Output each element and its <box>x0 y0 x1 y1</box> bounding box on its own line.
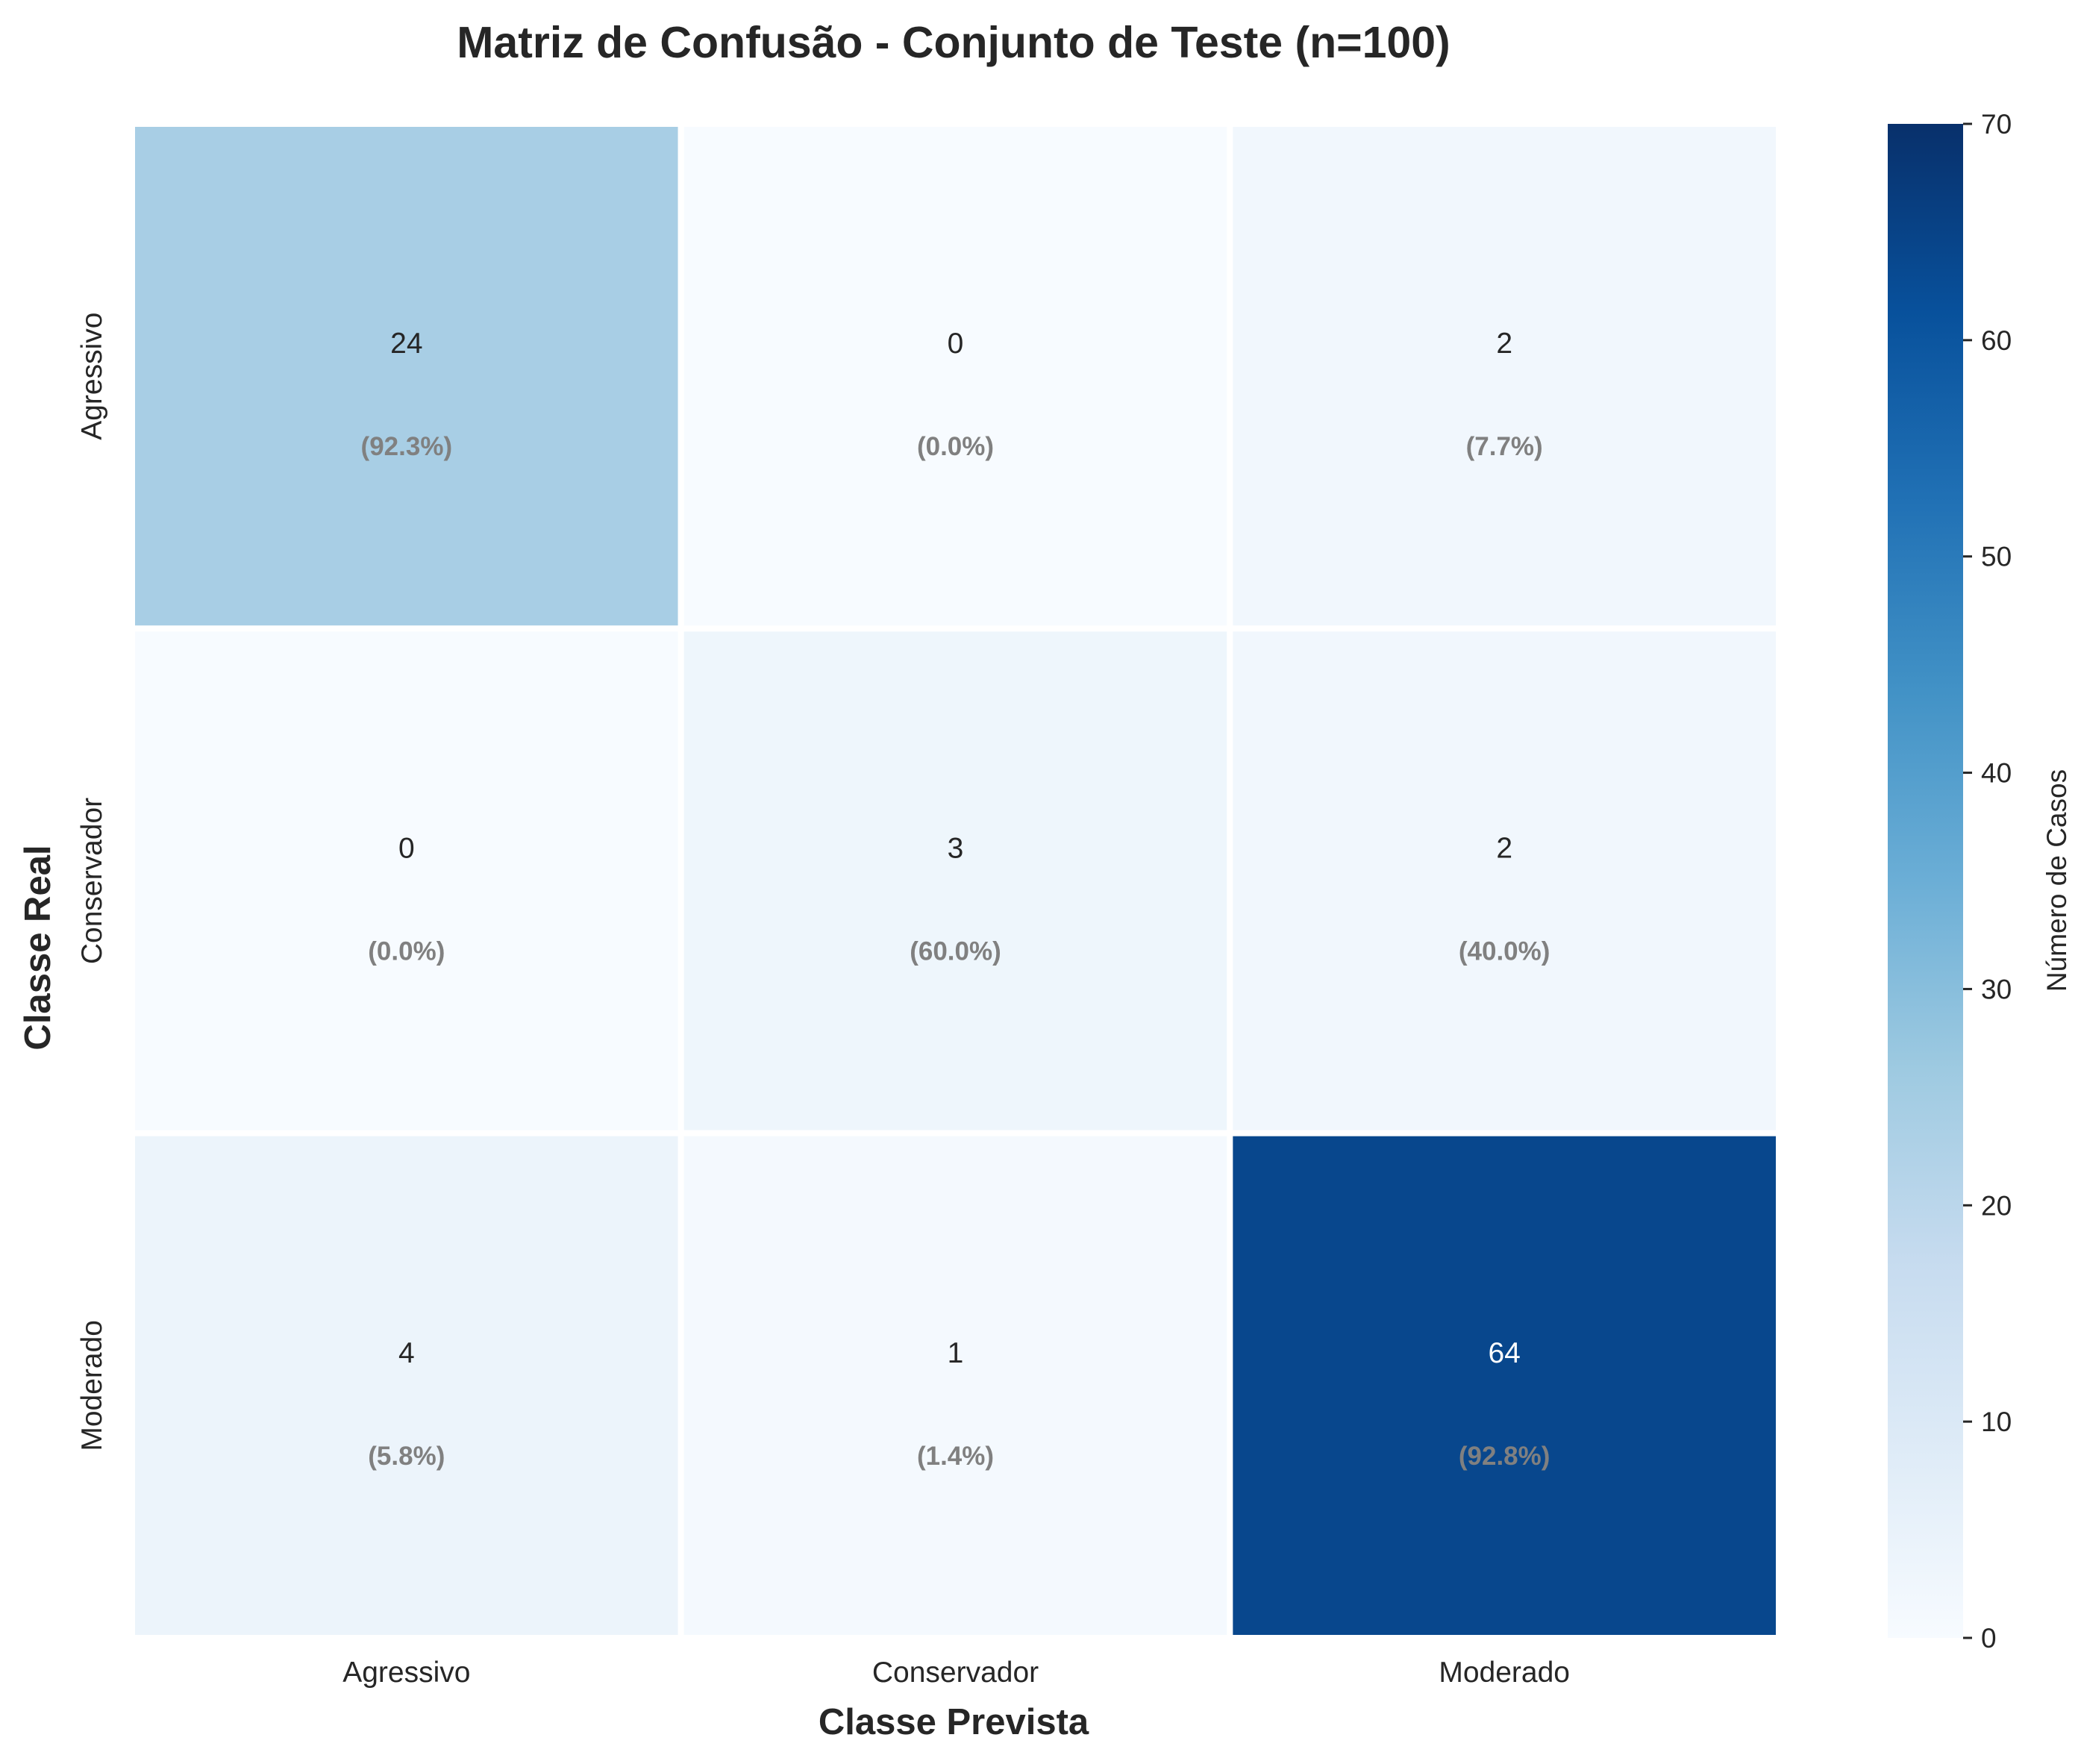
cell-percent-label: (60.0%) <box>910 937 1001 966</box>
heatmap-cell <box>678 625 1233 1136</box>
heatmap-cell <box>678 121 1233 632</box>
cell-count-label: 0 <box>398 833 415 865</box>
heatmap-cell <box>129 121 684 632</box>
cell-count-label: 1 <box>948 1337 964 1369</box>
heatmap-cell <box>129 1130 684 1641</box>
colorbar <box>1888 124 1963 1638</box>
colorbar-tick-label: 10 <box>1981 1407 2012 1437</box>
chart-title: Matriz de Confusão - Conjunto de Teste (… <box>457 18 1450 67</box>
y-axis-label: Classe Real <box>18 845 58 1050</box>
heatmap-cell <box>129 625 684 1136</box>
colorbar-tick-label: 0 <box>1981 1623 1997 1654</box>
cell-percent-label: (5.8%) <box>368 1442 445 1471</box>
colorbar-tick-label: 70 <box>1981 109 2012 140</box>
y-tick-label: Moderado <box>76 1320 108 1451</box>
cell-percent-label: (7.7%) <box>1466 432 1543 461</box>
y-axis-tick-labels: Agressivo Conservador Moderado <box>76 313 108 1451</box>
x-tick-label: Moderado <box>1439 1657 1570 1689</box>
heatmap-cell-labels: 24 (92.3%) 0 (0.0%) 2 (7.7%) 0 (0.0%) 3 (60.0%) 2 (… <box>361 328 1550 1471</box>
x-tick-label: Conservador <box>872 1657 1039 1689</box>
cell-percent-label: (92.3%) <box>361 432 453 461</box>
cell-percent-label: (92.8%) <box>1459 1442 1550 1471</box>
cell-count-label: 0 <box>948 328 964 360</box>
cell-percent-label: (0.0%) <box>917 432 994 461</box>
cell-count-label: 3 <box>948 833 964 865</box>
heatmap-cell <box>1227 625 1783 1136</box>
cell-count-label: 2 <box>1496 833 1512 865</box>
y-tick-label: Agressivo <box>76 313 108 440</box>
heatmap-cells <box>129 121 1783 1641</box>
colorbar-tick-label: 60 <box>1981 325 2012 356</box>
x-tick-label: Agressivo <box>342 1657 470 1689</box>
cell-count-label: 24 <box>390 328 422 360</box>
x-axis-tick-labels: Agressivo Conservador Moderado <box>342 1657 1570 1689</box>
cell-count-label: 2 <box>1496 328 1512 360</box>
colorbar-tick-label: 40 <box>1981 758 2012 789</box>
x-axis-label: Classe Prevista <box>819 1702 1089 1742</box>
cell-percent-label: (0.0%) <box>368 937 445 966</box>
y-tick-label: Conservador <box>76 798 108 964</box>
colorbar-label: Número de Casos <box>2041 769 2072 992</box>
colorbar-tick-label: 50 <box>1981 542 2012 572</box>
colorbar-tick-label: 20 <box>1981 1190 2012 1221</box>
cell-count-label: 64 <box>1488 1337 1520 1369</box>
heatmap-cell <box>1227 121 1783 632</box>
colorbar-ticks: 0 10 20 30 40 50 60 70 <box>1963 109 2012 1654</box>
cell-percent-label: (1.4%) <box>917 1442 994 1471</box>
heatmap-cell <box>678 1130 1233 1641</box>
cell-count-label: 4 <box>398 1337 415 1369</box>
cell-percent-label: (40.0%) <box>1459 937 1550 966</box>
colorbar-tick-label: 30 <box>1981 974 2012 1004</box>
heatmap-cell <box>1227 1130 1783 1641</box>
